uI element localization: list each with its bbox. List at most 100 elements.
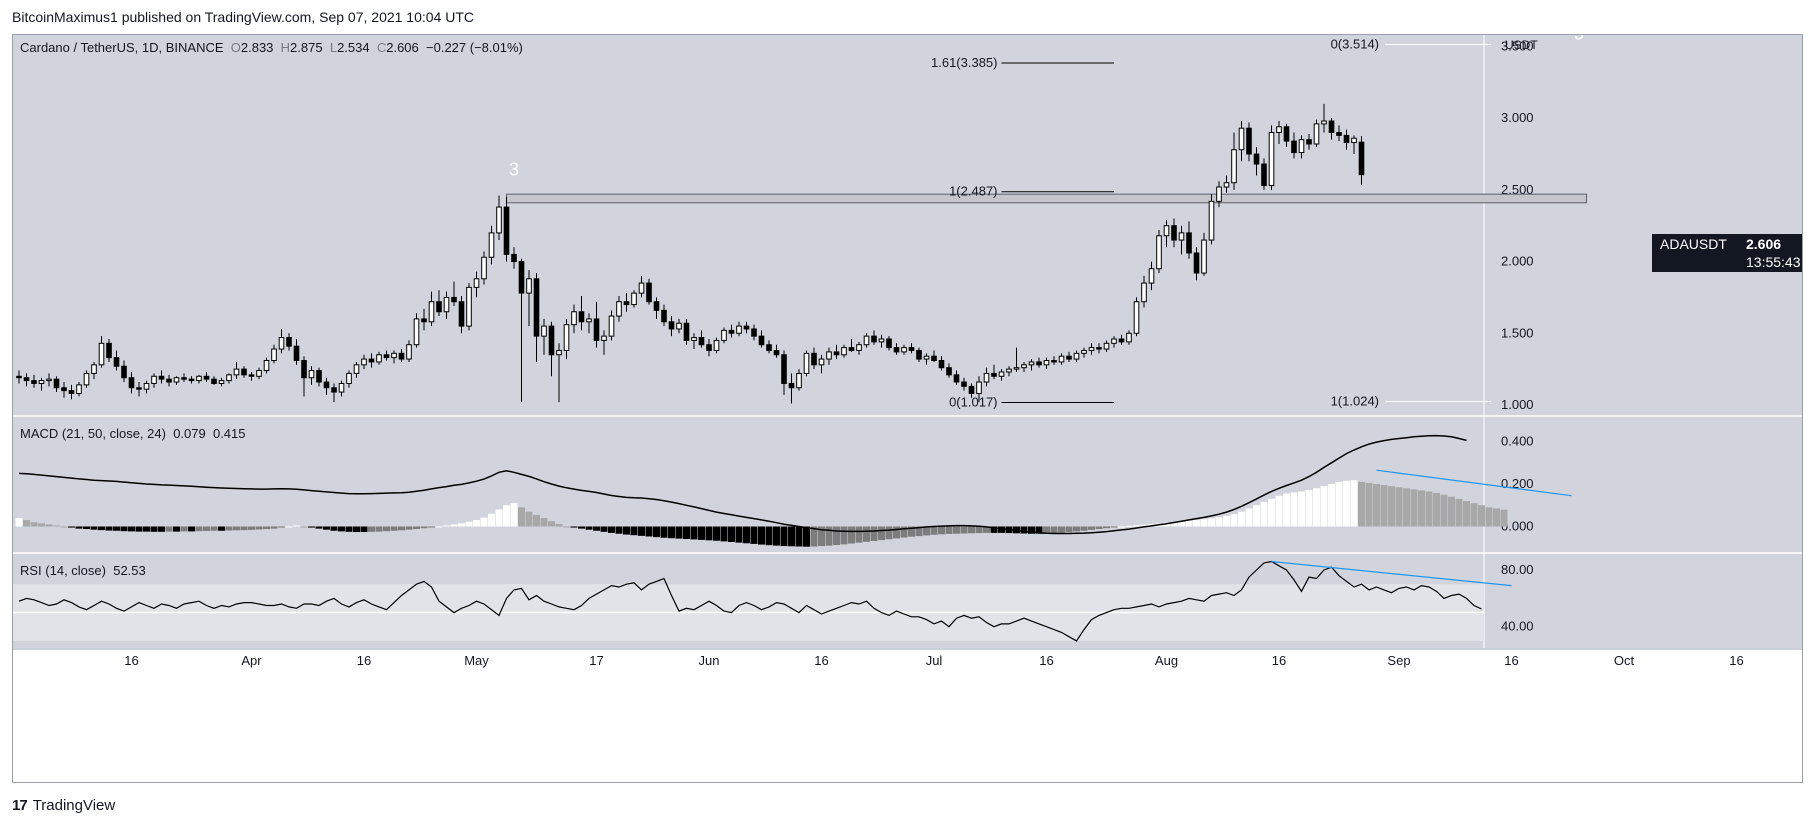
macd-histogram-bar xyxy=(1365,482,1373,527)
macd-histogram-bar xyxy=(938,526,945,535)
candle-body xyxy=(1073,352,1080,360)
candle-body xyxy=(623,301,630,306)
macd-histogram-bar xyxy=(983,526,990,533)
macd-axis-tick: 0.400 xyxy=(1501,434,1534,449)
candle-body xyxy=(916,349,922,360)
candle-body xyxy=(1223,182,1230,188)
rsi-axis-tick: 80.00 xyxy=(1501,562,1534,577)
macd-histogram-bar xyxy=(825,526,833,546)
macd-histogram-bar xyxy=(83,526,90,530)
macd-histogram-bar xyxy=(473,520,480,527)
macd-histogram-bar xyxy=(593,526,600,531)
macd-histogram-bar xyxy=(248,526,255,530)
macd-histogram-bar xyxy=(353,526,360,533)
macd-histogram-bar xyxy=(533,514,540,527)
macd-histogram-bar xyxy=(1230,514,1238,527)
macd-histogram-bar xyxy=(98,526,105,531)
candle-body xyxy=(323,381,330,389)
macd-histogram-bar xyxy=(1035,526,1043,534)
candle-body xyxy=(706,344,712,351)
macd-line xyxy=(18,434,1467,535)
macd-histogram-bar xyxy=(1245,508,1253,527)
fib-level-label: 1(1.024) xyxy=(1331,394,1379,409)
price-tag-symbol: ADAUSDT xyxy=(1660,236,1727,252)
macd-histogram-bar xyxy=(923,526,930,536)
macd-histogram-bar xyxy=(1290,492,1298,527)
macd-histogram-bar xyxy=(1298,491,1305,527)
candle-body xyxy=(503,206,510,255)
macd-histogram-bar xyxy=(998,526,1005,533)
candle-body xyxy=(556,349,562,356)
price-legend: Cardano / TetherUS, 1D, BINANCE O2.833 H… xyxy=(20,40,523,55)
candle-body xyxy=(481,256,487,280)
rsi-legend: RSI (14, close) 52.53 xyxy=(20,563,146,578)
macd-histogram-bar xyxy=(510,503,518,527)
macd-histogram-bar xyxy=(1320,486,1328,527)
candle-body xyxy=(1006,368,1012,373)
legend-close-label: C xyxy=(376,40,387,55)
candle-body xyxy=(1178,232,1185,241)
macd-histogram-bar xyxy=(300,526,308,528)
candle-body xyxy=(451,296,457,303)
macd-histogram-bar xyxy=(1065,526,1073,533)
footer-brand[interactable]: 17 TradingView xyxy=(12,797,115,814)
macd-histogram-bar xyxy=(900,526,908,538)
macd-histogram-bar xyxy=(158,526,165,532)
chart-canvas[interactable]: 3.500 3.000 2.500 2.000 1.500 1.000 USDT 1.61(3… xyxy=(13,35,1802,782)
candle-body xyxy=(833,351,840,356)
candle-body xyxy=(83,372,90,386)
candle-body xyxy=(1013,367,1020,370)
candle-body xyxy=(121,365,127,379)
candle-body xyxy=(368,358,375,363)
macd-histogram-bar xyxy=(270,526,278,529)
candle-body xyxy=(1268,132,1275,187)
candle-body xyxy=(1201,239,1207,274)
candle-body xyxy=(676,322,682,330)
candle-body xyxy=(1051,360,1057,363)
macd-histogram-bar xyxy=(863,526,870,542)
candle-body xyxy=(458,301,465,327)
candle-body xyxy=(1118,338,1125,343)
rsi-divergence-line xyxy=(1271,560,1512,587)
macd-histogram-bar xyxy=(585,526,593,530)
macd-histogram-bar xyxy=(1185,520,1193,527)
macd-histogram-bar xyxy=(870,526,878,541)
candle-body xyxy=(211,378,217,384)
candle-body xyxy=(1231,149,1237,184)
macd-histogram-bar xyxy=(615,526,623,534)
macd-histogram-bar xyxy=(1275,495,1283,527)
macd-histogram-bar xyxy=(600,526,608,532)
macd-histogram-bar xyxy=(1103,526,1110,529)
macd-histogram-bar xyxy=(255,526,263,530)
candle-body xyxy=(953,374,960,383)
currency-label: USDT xyxy=(1505,38,1538,52)
macd-histogram-bar xyxy=(188,526,195,532)
time-axis-tick: 16 xyxy=(357,653,371,668)
macd-histogram-bar xyxy=(1028,526,1035,534)
chart-frame[interactable]: 3.500 3.000 2.500 2.000 1.500 1.000 USDT 1.61(3… xyxy=(12,34,1803,783)
macd-histogram-bar xyxy=(1343,480,1350,527)
price-tag-price: 2.606 xyxy=(1746,236,1782,252)
macd-histogram-bar xyxy=(503,505,510,527)
candle-body xyxy=(961,381,967,387)
candle-body xyxy=(713,339,720,351)
price-axis-tick: 1.500 xyxy=(1501,325,1534,340)
candle-body xyxy=(1036,361,1042,366)
candle-body xyxy=(1133,301,1140,334)
macd-histogram-bar xyxy=(690,526,698,540)
candle-body xyxy=(931,355,937,362)
macd-histogram-bar xyxy=(75,526,83,529)
candle-body xyxy=(46,378,52,382)
time-axis-tick: May xyxy=(464,653,489,668)
candle-body xyxy=(878,338,885,343)
candle-body xyxy=(1163,225,1170,237)
candle-body xyxy=(616,301,622,317)
macd-histogram-bar xyxy=(1073,526,1080,532)
candle-body xyxy=(788,382,795,389)
macd-histogram-bar xyxy=(293,525,300,527)
candle-body xyxy=(1321,120,1327,125)
candle-body xyxy=(998,371,1005,377)
candle-body xyxy=(901,347,907,353)
legend-low-label: L xyxy=(329,40,338,55)
macd-histogram-bar xyxy=(1463,501,1470,527)
